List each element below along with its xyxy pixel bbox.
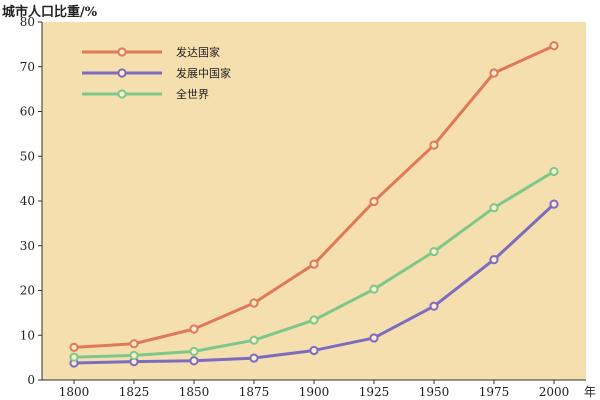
data-point — [489, 203, 499, 213]
y-tick-label: 0 — [27, 373, 35, 387]
legend-label: 发达国家 — [176, 45, 220, 59]
data-point — [429, 301, 439, 311]
data-point — [549, 166, 559, 177]
y-tick-label: 20 — [20, 284, 35, 298]
y-tick-label: 30 — [20, 239, 35, 253]
x-tick-label: 1900 — [299, 385, 330, 399]
data-point — [69, 342, 79, 352]
x-tick-label: 1875 — [239, 385, 270, 399]
data-point — [369, 284, 379, 294]
y-tick-label: 50 — [20, 149, 35, 163]
x-tick-label: 2000 — [539, 385, 570, 399]
data-point — [309, 259, 319, 269]
data-point — [129, 350, 139, 360]
legend-marker — [117, 68, 127, 78]
data-point — [189, 356, 199, 366]
data-point — [369, 333, 379, 343]
data-point — [489, 68, 499, 78]
data-point — [369, 196, 379, 207]
data-point — [249, 298, 259, 308]
data-point — [489, 255, 499, 265]
data-point — [309, 345, 319, 356]
legend-item: 发展中国家 — [82, 66, 231, 80]
legend-label: 发展中国家 — [176, 66, 231, 80]
series-2 — [69, 199, 559, 368]
data-point — [309, 315, 319, 325]
y-tick-label: 10 — [20, 328, 35, 342]
data-point — [249, 335, 259, 345]
x-tick-label: 1950 — [419, 385, 450, 399]
x-axis-unit-label: 年 — [584, 385, 596, 399]
data-point — [249, 353, 259, 363]
data-point — [189, 346, 199, 356]
legend-item: 发达国家 — [82, 45, 220, 59]
x-axis: 1800 1825 1850 1875 1900 1925 1950 1975 2000 — [42, 379, 586, 399]
x-tick-label: 1800 — [59, 385, 90, 399]
data-point — [129, 339, 139, 349]
data-point — [549, 41, 559, 51]
legend-marker — [117, 47, 127, 57]
data-point — [429, 140, 439, 150]
y-tick-label: 40 — [20, 194, 35, 208]
series-3 — [69, 166, 559, 362]
legend-label: 全世界 — [176, 87, 209, 101]
data-point — [549, 199, 559, 209]
data-point — [189, 324, 199, 334]
x-tick-label: 1850 — [179, 385, 210, 399]
data-point — [429, 246, 439, 257]
y-axis: 0 10 20 30 40 50 60 70 80 — [20, 15, 43, 387]
series-1 — [69, 41, 559, 352]
x-tick-label: 1825 — [119, 385, 150, 399]
legend-item: 全世界 — [82, 87, 209, 101]
y-axis-label: 城市人口比重/% — [2, 4, 98, 20]
y-tick-label: 80 — [20, 15, 35, 29]
legend-marker — [117, 89, 127, 99]
x-tick-label: 1975 — [479, 385, 510, 399]
series-layer — [69, 41, 559, 368]
y-tick-label: 70 — [20, 60, 35, 74]
x-tick-label: 1925 — [359, 385, 390, 399]
y-tick-label: 60 — [20, 105, 35, 119]
data-point — [69, 352, 79, 362]
